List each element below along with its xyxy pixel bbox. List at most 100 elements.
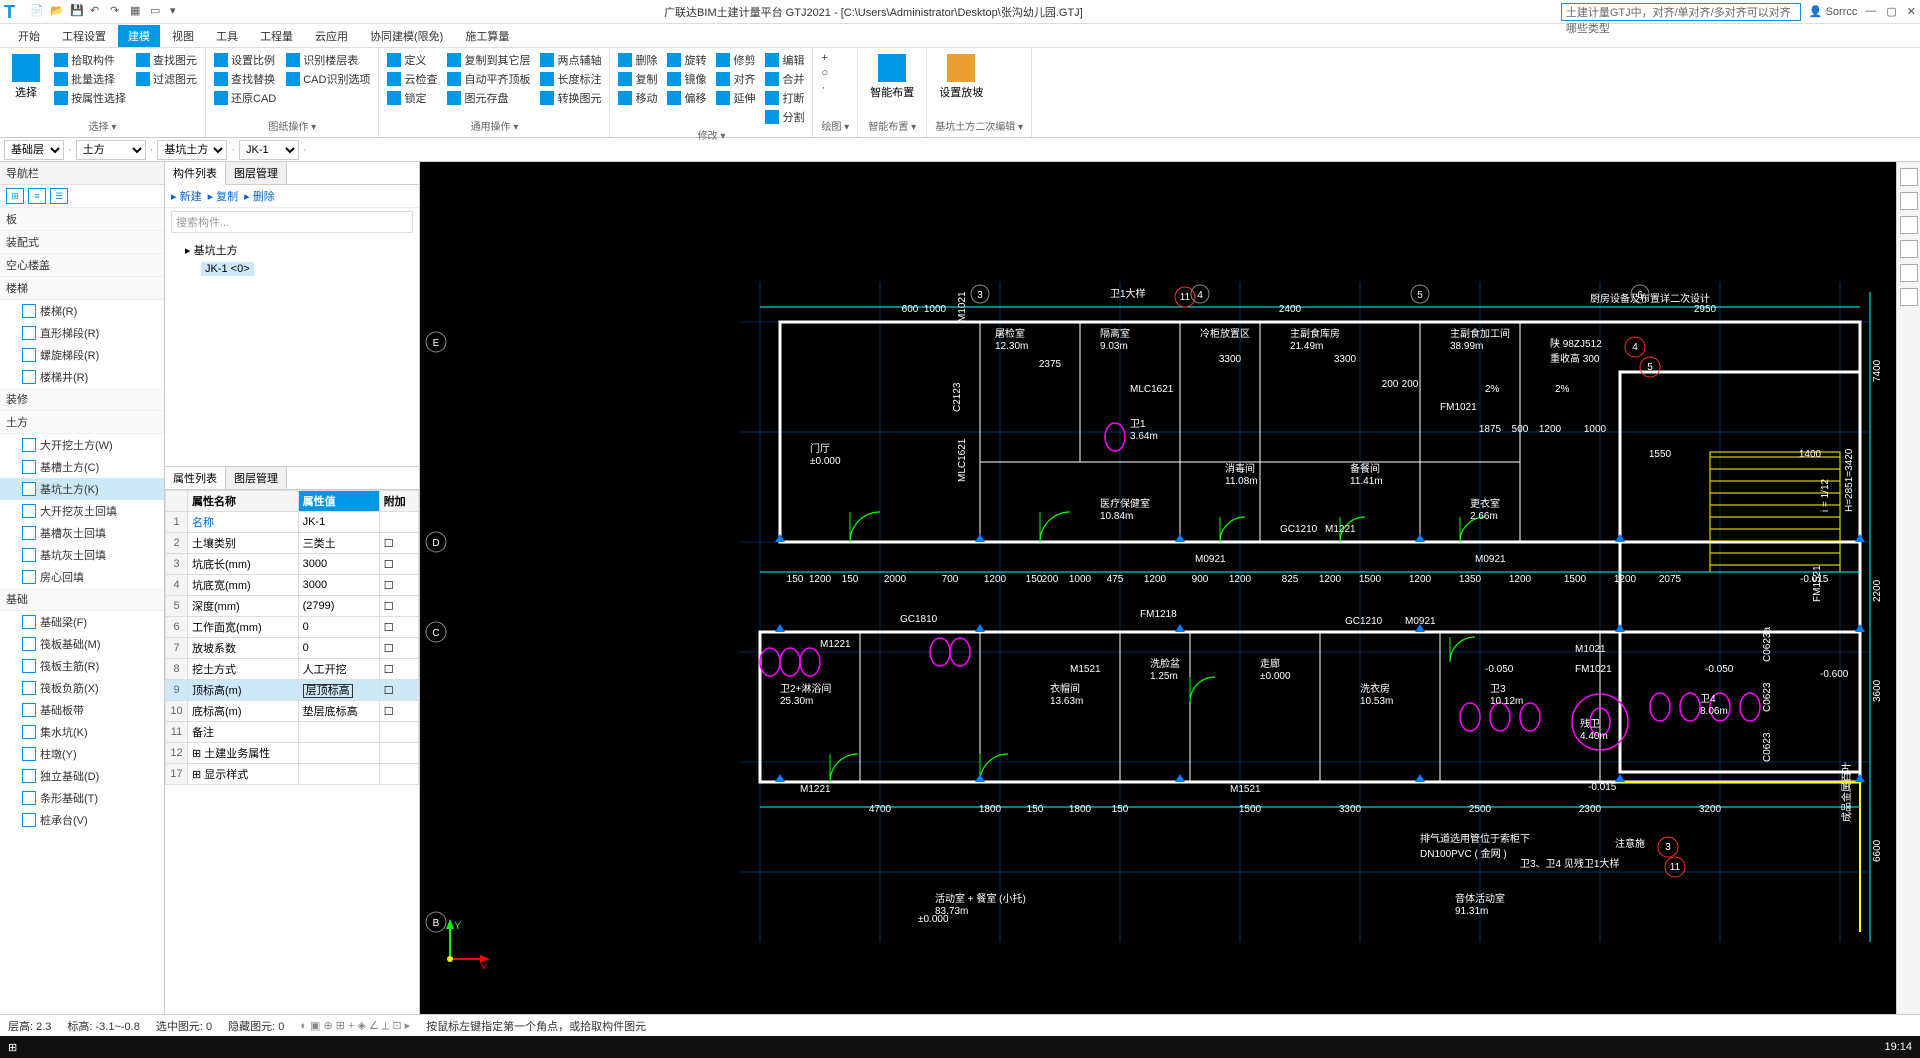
qat-new-icon[interactable]: 📄 [30, 4, 46, 20]
ribbon-item[interactable]: 云检查 [387, 71, 437, 87]
category-header[interactable]: 装修 [0, 388, 164, 411]
component-search-input[interactable]: 搜索构件... [171, 211, 413, 233]
category-item[interactable]: 基础梁(F) [0, 611, 164, 633]
category-item[interactable]: 筏板负筋(X) [0, 677, 164, 699]
category-item[interactable]: 直形梯段(R) [0, 322, 164, 344]
category-list[interactable]: 板装配式空心楼盖楼梯楼梯(R)直形梯段(R)螺旋梯段(R)楼梯井(R)装修土方大… [0, 208, 164, 1032]
category-item[interactable]: 基坑灰土回填 [0, 544, 164, 566]
ribbon-item[interactable]: 复制到其它层 [447, 52, 530, 68]
ribbon-item[interactable]: 移动 [618, 90, 657, 106]
tool-3d-icon[interactable] [1900, 168, 1918, 186]
ribbon-item[interactable]: 旋转 [667, 52, 706, 68]
ribbon-item[interactable]: 转换图元 [540, 90, 601, 106]
category-item[interactable]: 条形基础(T) [0, 787, 164, 809]
filter-select[interactable]: JK-1 [239, 140, 299, 160]
ribbon-big-button[interactable]: 智能布置 [866, 52, 918, 102]
minimize-icon[interactable]: — [1865, 5, 1876, 18]
property-row[interactable]: 17⊞ 显示样式 [166, 764, 419, 785]
help-search-input[interactable]: 土建计量GTJ中，对齐/单对齐/多对齐可以对齐哪些类型 [1561, 3, 1801, 21]
category-header[interactable]: 楼梯 [0, 277, 164, 300]
property-row[interactable]: 5深度(mm)(2799)☐ [166, 596, 419, 617]
ribbon-item[interactable]: 定义 [387, 52, 437, 68]
category-item[interactable]: 基坑土方(K) [0, 478, 164, 500]
category-item[interactable]: 基槽土方(C) [0, 456, 164, 478]
tree-root[interactable]: ▸ 基坑土方 [173, 240, 411, 260]
ribbon-item[interactable]: 镜像 [667, 71, 706, 87]
category-item[interactable]: 独立基础(D) [0, 765, 164, 787]
category-item[interactable]: 桩承台(V) [0, 809, 164, 831]
ribbon-item[interactable]: 修剪 [716, 52, 755, 68]
ribbon-item[interactable]: 按属性选择 [54, 90, 126, 106]
view-grid-icon[interactable]: ☰ [50, 188, 68, 204]
qat-more-icon[interactable]: ▾ [170, 4, 186, 20]
property-row[interactable]: 10底标高(m)垫层底标高☐ [166, 701, 419, 722]
category-header[interactable]: 土方 [0, 411, 164, 434]
ribbon-item[interactable]: 图元存盘 [447, 90, 530, 106]
ribbon-item[interactable]: 设置比例 [214, 52, 276, 68]
category-item[interactable]: 筏板主筋(R) [0, 655, 164, 677]
qat-grid-icon[interactable]: ▦ [130, 4, 146, 20]
property-row[interactable]: 3坑底长(mm)3000☐ [166, 554, 419, 575]
maximize-icon[interactable]: ▢ [1886, 5, 1896, 18]
ribbon-draw-item[interactable]: + [821, 52, 828, 64]
status-icons[interactable]: ◐ ▣ ⊕ ⊞ + ◈ ∠ ⟂ ⊡ ▸ [300, 1019, 410, 1033]
menu-tab[interactable]: 工程设置 [52, 25, 116, 47]
ribbon-item[interactable]: CAD识别选项 [286, 71, 370, 87]
category-item[interactable]: 楼梯(R) [0, 300, 164, 322]
category-item[interactable]: 集水坑(K) [0, 721, 164, 743]
category-header[interactable]: 空心楼盖 [0, 254, 164, 277]
menu-tab[interactable]: 施工算量 [455, 25, 519, 47]
component-tab[interactable]: 图层管理 [226, 162, 287, 184]
ribbon-item[interactable]: 两点辅轴 [540, 52, 601, 68]
close-icon[interactable]: ✕ [1907, 5, 1916, 18]
qat-open-icon[interactable]: 📂 [50, 4, 66, 20]
category-item[interactable]: 基槽灰土回填 [0, 522, 164, 544]
category-header[interactable]: 板 [0, 208, 164, 231]
ribbon-item[interactable]: 延伸 [716, 90, 755, 106]
component-toolbar-button[interactable]: ▸ 新建 [171, 188, 202, 204]
menu-tab[interactable]: 工程量 [250, 25, 303, 47]
tool-layer-icon[interactable] [1900, 216, 1918, 234]
menu-tab[interactable]: 建模 [118, 25, 160, 47]
ribbon-item[interactable]: 锁定 [387, 90, 437, 106]
category-item[interactable]: 螺旋梯段(R) [0, 344, 164, 366]
menu-tab[interactable]: 协同建模(限免) [360, 25, 453, 47]
property-row[interactable]: 4坑底宽(mm)3000☐ [166, 575, 419, 596]
ribbon-item[interactable]: 合并 [765, 71, 804, 87]
ribbon-big-button[interactable]: 选择 [8, 52, 44, 106]
filter-select[interactable]: 土方 [76, 140, 146, 160]
property-row[interactable]: 7放坡系数0☐ [166, 638, 419, 659]
property-row[interactable]: 2土壤类别三类土☐ [166, 533, 419, 554]
drawing-canvas[interactable]: EDCB600100024002950237533003300200200187… [420, 162, 1896, 1032]
property-row[interactable]: 6工作面宽(mm)0☐ [166, 617, 419, 638]
qat-view-icon[interactable]: ▭ [150, 4, 166, 20]
category-item[interactable]: 大开挖灰土回填 [0, 500, 164, 522]
property-row[interactable]: 11备注 [166, 722, 419, 743]
qat-save-icon[interactable]: 💾 [70, 4, 86, 20]
property-row[interactable]: 9顶标高(m)层顶标高☐ [166, 680, 419, 701]
user-label[interactable]: 👤 Sorrcc [1809, 5, 1858, 18]
ribbon-item[interactable]: 查找图元 [136, 52, 197, 68]
ribbon-item[interactable]: 复制 [618, 71, 657, 87]
ribbon-item[interactable]: 过滤图元 [136, 71, 197, 87]
component-toolbar-button[interactable]: ▸ 删除 [244, 188, 275, 204]
tool-cube-icon[interactable] [1900, 192, 1918, 210]
cad-drawing[interactable]: EDCB600100024002950237533003300200200187… [420, 162, 1896, 1032]
view-list-icon[interactable]: ≡ [28, 188, 46, 204]
ribbon-item[interactable]: 还原CAD [214, 90, 276, 106]
property-row[interactable]: 12⊞ 土建业务属性 [166, 743, 419, 764]
menu-tab[interactable]: 视图 [162, 25, 204, 47]
tool-view-icon[interactable] [1900, 240, 1918, 258]
category-header[interactable]: 装配式 [0, 231, 164, 254]
ribbon-item[interactable]: 查找替换 [214, 71, 276, 87]
ribbon-item[interactable]: 识别楼层表 [286, 52, 370, 68]
tool-zoom-icon[interactable] [1900, 288, 1918, 306]
property-tab[interactable]: 属性列表 [165, 467, 226, 489]
property-tab[interactable]: 图层管理 [226, 467, 287, 489]
property-table[interactable]: 属性名称属性值附加1名称JK-12土壤类别三类土☐3坑底长(mm)3000☐4坑… [165, 490, 419, 1032]
ribbon-item[interactable]: 偏移 [667, 90, 706, 106]
ribbon-item[interactable]: 批量选择 [54, 71, 126, 87]
component-tab[interactable]: 构件列表 [165, 162, 226, 185]
filter-select[interactable]: 基坑土方 [157, 140, 227, 160]
ribbon-item[interactable]: 对齐 [716, 71, 755, 87]
